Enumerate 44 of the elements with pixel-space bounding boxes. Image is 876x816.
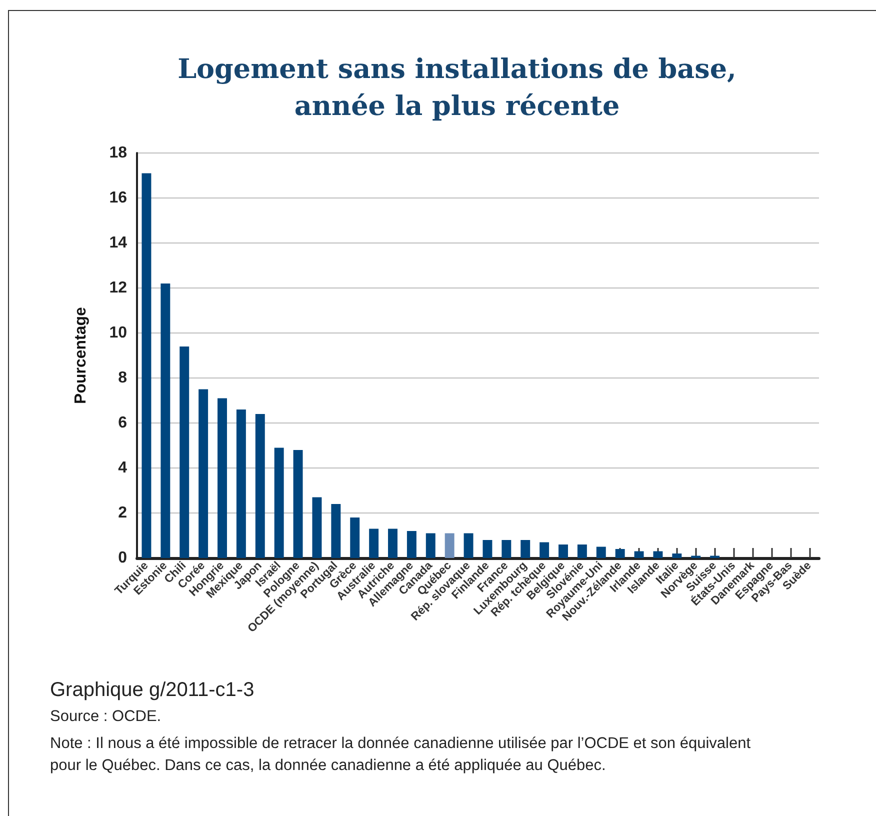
text: Note : Il nous a été impossible de retracer la donnée canadienne utilisée par l’OCDE et son équivalent pour le Québec. Dans ce cas, la donnée canadienne a été appliquée au Québec. [50, 734, 752, 776]
bar [672, 554, 682, 558]
y-tick-label: 0 [118, 550, 128, 566]
bar [596, 546, 606, 558]
bar [406, 531, 416, 558]
y-tick-label: 14 [109, 234, 128, 252]
bar [502, 540, 512, 558]
y-tick-label: 8 [118, 370, 128, 386]
bar [369, 528, 379, 558]
y-tick-label: 16 [109, 190, 128, 206]
y-axis-title: Pourcentage [72, 306, 90, 404]
bar [198, 389, 208, 558]
source-note: Source : OCDE. [50, 707, 162, 727]
y-tick-label: 18 [109, 144, 128, 162]
bar [482, 540, 492, 558]
bar [577, 544, 587, 558]
bar [350, 518, 360, 558]
y-tick-label: 2 [118, 504, 128, 522]
bar [444, 533, 454, 558]
bar [142, 173, 152, 558]
text: Graphique g/2011-c1-3 [50, 678, 256, 703]
bar [388, 528, 398, 558]
bar [520, 540, 530, 558]
bar [160, 284, 170, 558]
bar [218, 398, 227, 558]
y-tick-label: 12 [109, 280, 128, 296]
bar [312, 497, 322, 558]
y-tick-label: 4 [118, 460, 128, 476]
bar [331, 504, 341, 558]
bar [180, 346, 190, 558]
bar [236, 410, 246, 558]
y-tick-label: 6 [118, 414, 128, 432]
bar [540, 542, 550, 558]
bar [293, 450, 303, 558]
bar [558, 544, 568, 558]
y-tick-label: 10 [109, 324, 128, 342]
bar [426, 533, 436, 558]
chart-title: Logement sans installations de base, année la plus récente [176, 53, 738, 124]
bar [274, 448, 284, 558]
bar [634, 551, 644, 558]
bar [464, 533, 474, 558]
bar [255, 414, 265, 558]
bar [615, 549, 625, 558]
bar [653, 551, 663, 558]
